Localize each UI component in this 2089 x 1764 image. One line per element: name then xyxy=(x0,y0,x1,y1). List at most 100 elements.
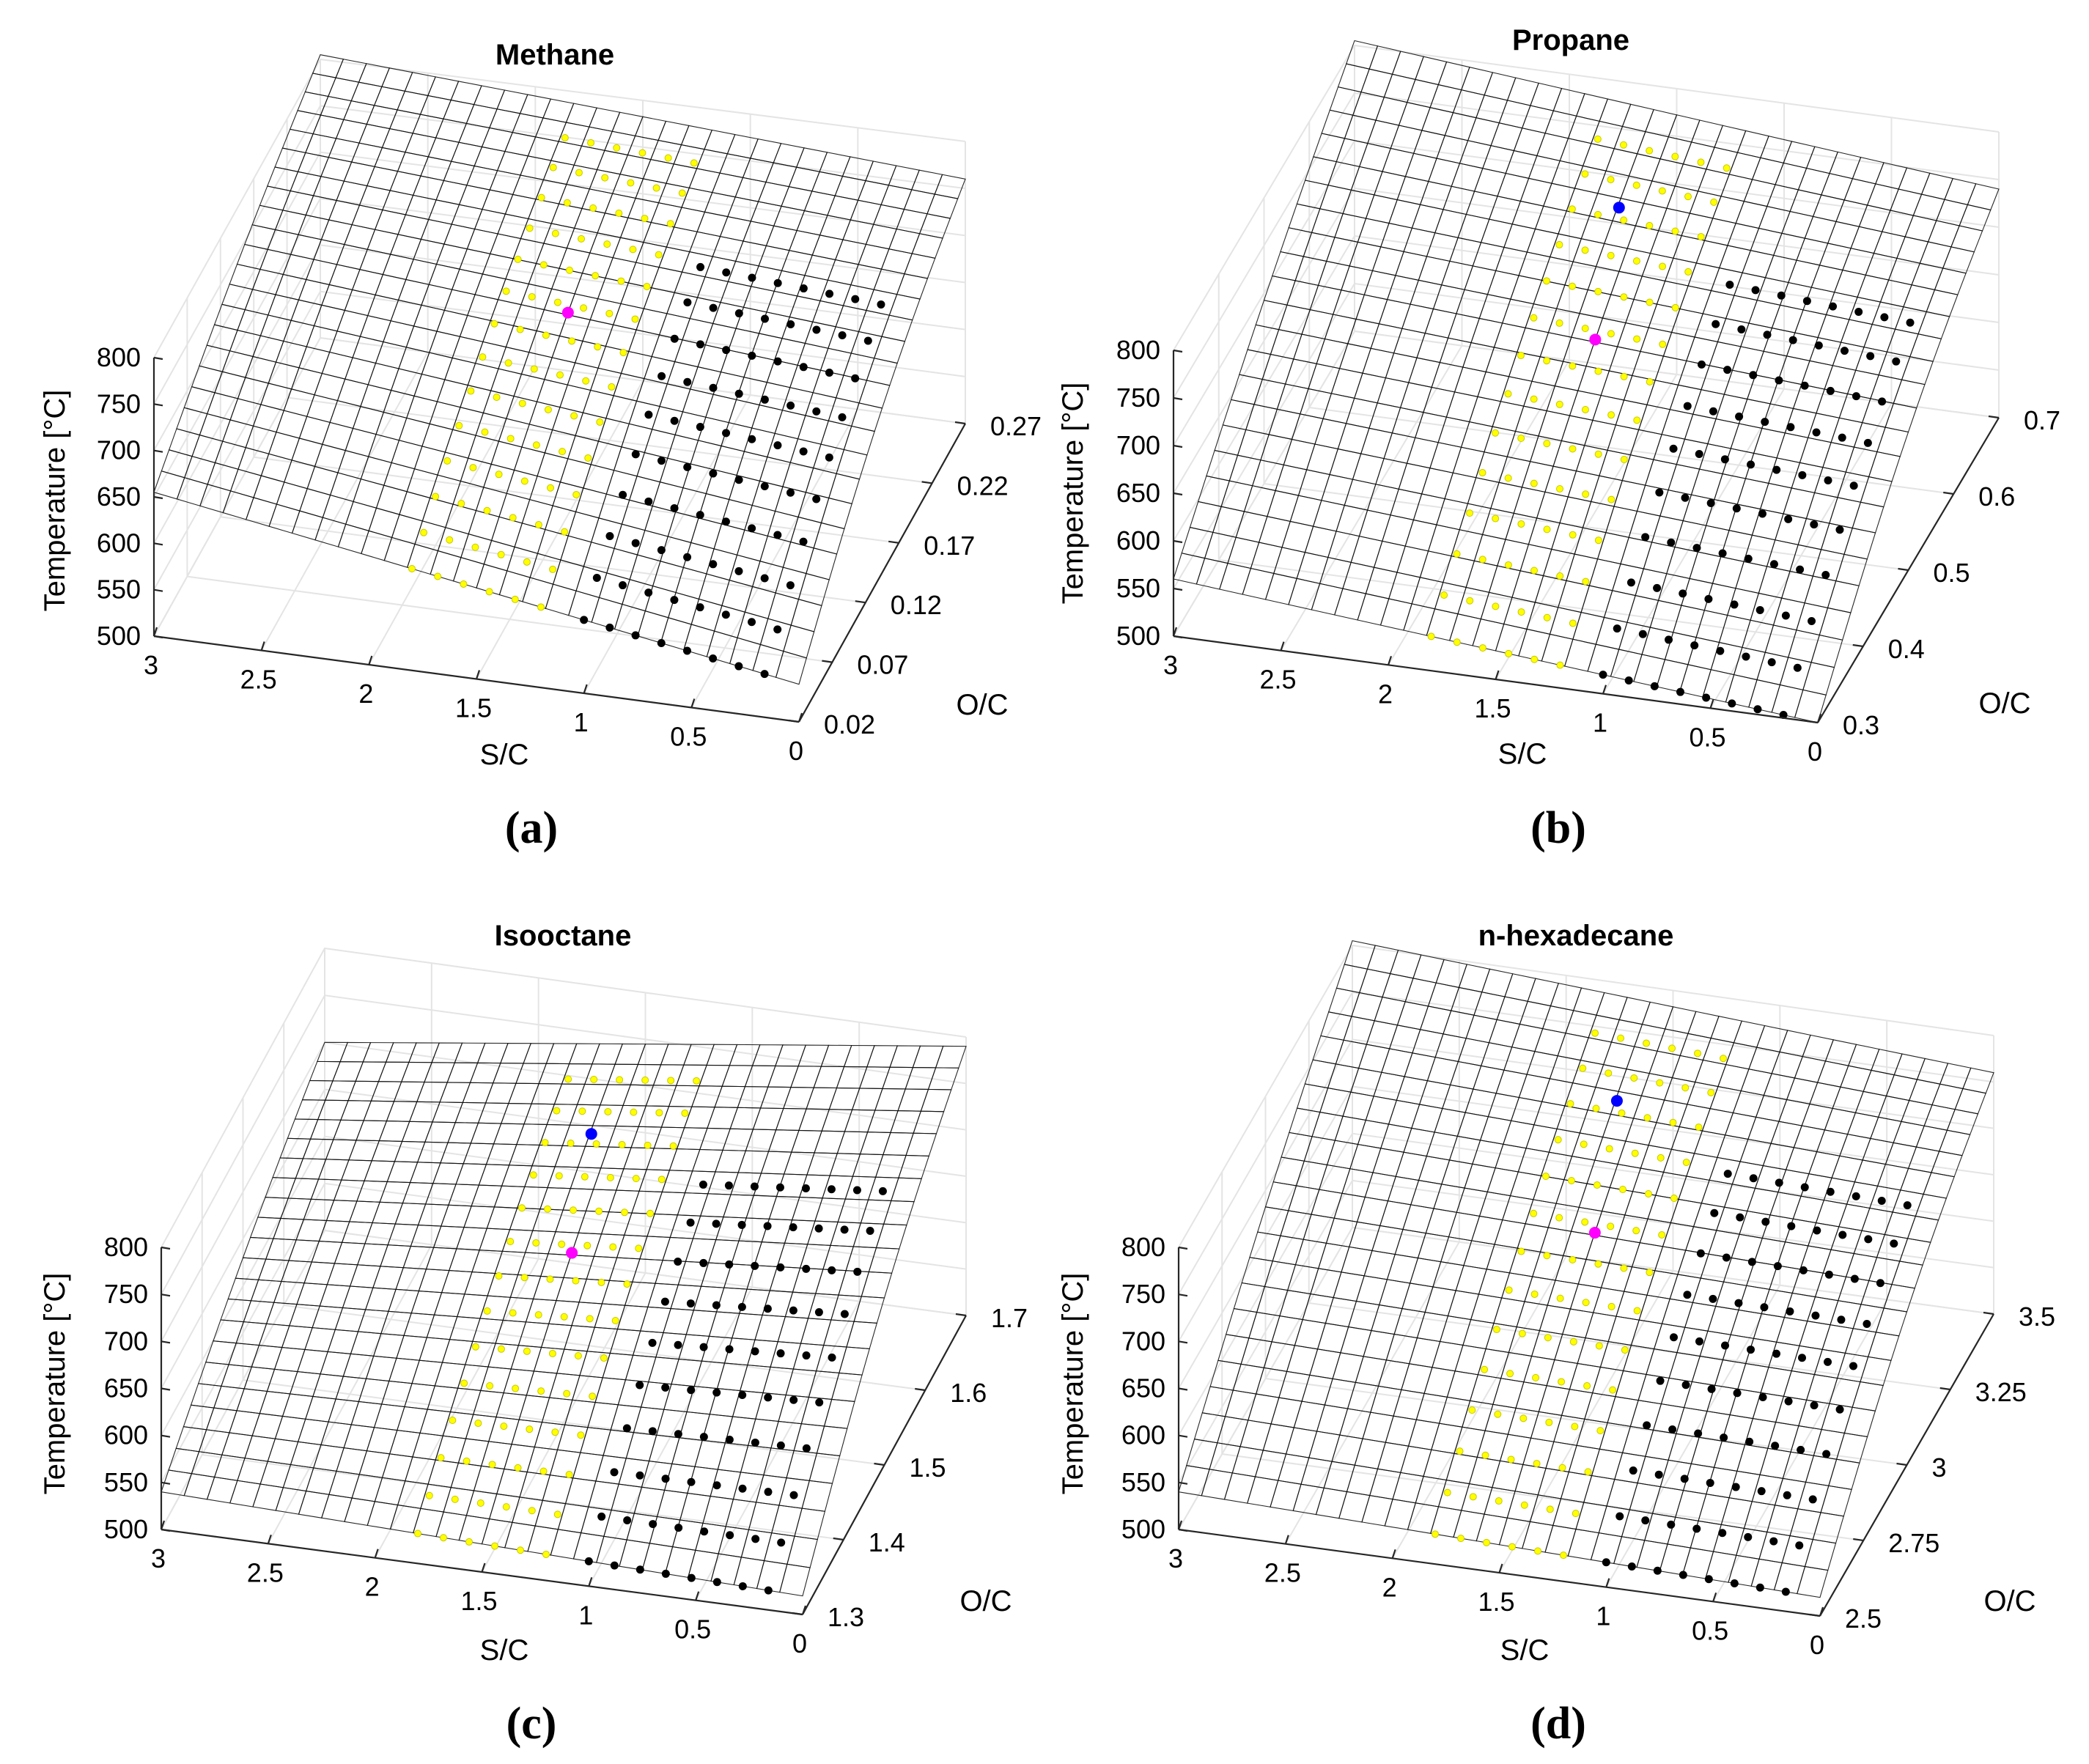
x-tick-mark xyxy=(267,1534,272,1544)
feasible-marker xyxy=(1617,1034,1625,1042)
carbon-marker xyxy=(1720,455,1729,464)
feasible-marker xyxy=(1505,1286,1513,1294)
z-tick-mark xyxy=(153,495,163,500)
feasible-marker xyxy=(516,325,524,333)
feasible-marker xyxy=(1572,1510,1580,1518)
carbon-marker xyxy=(670,416,679,425)
feasible-marker xyxy=(1456,1447,1464,1455)
feasible-marker xyxy=(485,588,493,596)
feasible-marker xyxy=(1646,298,1654,306)
carbon-marker xyxy=(674,1430,682,1439)
x-tick-label: 1.5 xyxy=(1474,693,1511,723)
feasible-marker xyxy=(1530,1209,1538,1217)
feasible-marker xyxy=(678,189,686,197)
carbon-marker xyxy=(1602,1558,1610,1567)
carbon-marker xyxy=(712,1578,721,1587)
carbon-marker xyxy=(748,524,756,533)
feasible-marker xyxy=(1560,1551,1567,1560)
carbon-marker xyxy=(1730,600,1739,609)
feasible-marker xyxy=(1530,567,1539,575)
carbon-marker xyxy=(709,654,718,663)
carbon-marker xyxy=(1876,1279,1884,1288)
feasible-marker xyxy=(1658,1230,1666,1239)
carbon-marker xyxy=(1722,1253,1731,1262)
carbon-marker xyxy=(786,401,795,410)
carbon-marker xyxy=(1781,611,1790,620)
panel-propane: 3 2.5 2 1.5 1 0.5 0 0.3 0.4 0.5 0.6 0.7 500 550 600 650… xyxy=(1057,24,2060,853)
feasible-marker xyxy=(537,603,545,611)
feasible-marker xyxy=(1569,531,1577,539)
carbon-marker xyxy=(1761,418,1769,427)
x-tick-label: 0.5 xyxy=(1692,1615,1728,1645)
carbon-marker xyxy=(1681,493,1690,502)
feasible-marker xyxy=(539,1467,548,1475)
feasible-marker xyxy=(1569,1255,1577,1263)
carbon-marker xyxy=(1824,1357,1832,1366)
carbon-marker xyxy=(725,1436,734,1444)
feasible-marker xyxy=(467,387,475,395)
feasible-marker xyxy=(528,292,536,300)
feasible-marker xyxy=(490,320,498,328)
feasible-marker xyxy=(617,277,625,285)
carbon-marker xyxy=(1810,520,1819,529)
feasible-marker xyxy=(669,1142,677,1150)
grid-line xyxy=(1388,359,1570,665)
grid-line xyxy=(1173,282,2000,589)
feasible-marker xyxy=(548,1349,556,1357)
carbon-marker xyxy=(812,407,821,416)
z-tick-mark xyxy=(161,1387,171,1391)
grid-line xyxy=(1709,402,1893,709)
feasible-marker xyxy=(493,393,501,401)
feasible-marker xyxy=(1581,246,1589,254)
x-tick-label: 0.5 xyxy=(670,722,707,752)
feasible-marker xyxy=(457,500,465,508)
carbon-marker xyxy=(1712,320,1720,328)
carbon-marker xyxy=(1852,1192,1860,1200)
x-tick-mark xyxy=(374,1549,379,1559)
carbon-marker xyxy=(773,531,782,539)
feasible-marker xyxy=(1530,314,1538,322)
feasible-marker xyxy=(1478,556,1486,564)
x-tick-mark xyxy=(690,698,696,708)
feasible-marker xyxy=(474,1420,482,1428)
feasible-marker xyxy=(577,1431,585,1439)
feasible-marker xyxy=(553,1510,561,1518)
carbon-marker xyxy=(1864,1235,1873,1244)
carbon-marker xyxy=(1721,1341,1729,1350)
carbon-marker xyxy=(751,1535,760,1543)
feasible-marker xyxy=(655,251,663,259)
feasible-marker xyxy=(1545,1418,1553,1426)
y-axis-label: O/C xyxy=(1983,1585,2035,1617)
feasible-marker xyxy=(565,266,573,274)
x-tick-label: 2 xyxy=(365,1572,380,1602)
carbon-marker xyxy=(700,1527,709,1536)
feasible-marker xyxy=(1659,340,1667,348)
z-tick-label: 650 xyxy=(97,481,141,512)
feasible-marker xyxy=(1555,1214,1563,1222)
carbon-marker xyxy=(1793,663,1802,672)
x-tick-label: 0.5 xyxy=(1689,722,1725,752)
carbon-marker xyxy=(696,511,704,520)
feasible-marker xyxy=(1620,293,1628,301)
feasible-marker xyxy=(1594,210,1602,218)
carbon-marker xyxy=(1733,1389,1742,1398)
feasible-marker xyxy=(1569,1337,1577,1346)
carbon-marker xyxy=(725,1260,734,1269)
y-tick-label: 3.5 xyxy=(2019,1302,2055,1332)
carbon-marker xyxy=(748,351,756,360)
carbon-marker xyxy=(814,1308,823,1317)
carbon-marker xyxy=(1786,423,1795,432)
z-tick-mark xyxy=(1178,1387,1188,1391)
feasible-marker xyxy=(1558,1464,1566,1472)
carbon-marker xyxy=(1641,533,1650,542)
feasible-marker xyxy=(1723,164,1731,172)
feasible-marker xyxy=(483,1307,491,1315)
feasible-marker xyxy=(1605,1145,1613,1153)
carbon-marker xyxy=(619,490,627,499)
feasible-marker xyxy=(1633,416,1641,424)
carbon-marker xyxy=(1826,1187,1835,1196)
carbon-marker xyxy=(786,488,795,497)
feasible-marker xyxy=(546,484,554,492)
feasible-marker xyxy=(1581,325,1589,333)
carbon-marker xyxy=(825,289,834,298)
